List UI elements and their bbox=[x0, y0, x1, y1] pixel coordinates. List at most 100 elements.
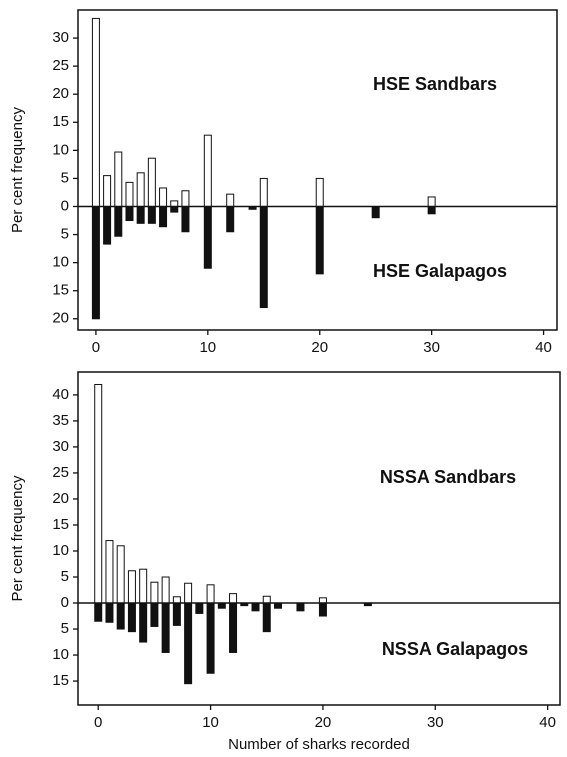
y-tick-label: 20 bbox=[52, 490, 69, 507]
series-label: HSE Sandbars bbox=[373, 74, 497, 94]
y-tick-label: 20 bbox=[52, 310, 69, 327]
y-tick-label: 35 bbox=[52, 412, 69, 429]
bar bbox=[159, 205, 168, 228]
x-tick-label: 20 bbox=[311, 339, 328, 356]
bar bbox=[91, 17, 100, 207]
bar bbox=[125, 181, 134, 207]
y-tick-label: 0 bbox=[61, 594, 69, 611]
y-tick-label: 20 bbox=[52, 85, 69, 102]
y-tick-label: 30 bbox=[52, 438, 69, 455]
y-tick-label: 10 bbox=[52, 646, 69, 663]
x-tick-label: 10 bbox=[202, 714, 219, 731]
bar bbox=[226, 205, 235, 233]
bar bbox=[181, 190, 190, 207]
series-label: NSSA Sandbars bbox=[380, 467, 516, 487]
bar bbox=[184, 582, 193, 604]
bar bbox=[315, 205, 324, 275]
series-label: NSSA Galapagos bbox=[382, 639, 528, 659]
bar bbox=[150, 581, 159, 604]
y-tick-label: 40 bbox=[52, 386, 69, 403]
bar bbox=[161, 602, 170, 653]
bar bbox=[114, 205, 123, 237]
bar bbox=[170, 200, 179, 207]
y-tick-label: 10 bbox=[52, 542, 69, 559]
y-tick-label: 10 bbox=[52, 254, 69, 271]
bar bbox=[262, 595, 271, 604]
bar bbox=[150, 602, 159, 627]
y-tick-label: 0 bbox=[61, 197, 69, 214]
y-tick-label: 25 bbox=[52, 57, 69, 74]
bar bbox=[127, 570, 136, 604]
bar bbox=[315, 177, 324, 207]
y-tick-label: 5 bbox=[61, 568, 69, 585]
bar bbox=[136, 172, 145, 207]
bar bbox=[262, 602, 271, 633]
bar bbox=[206, 602, 215, 674]
y-axis-label: Per cent frequency bbox=[9, 107, 26, 233]
bar bbox=[136, 205, 145, 224]
x-axis-label: Number of sharks recorded bbox=[228, 736, 410, 753]
y-tick-label: 15 bbox=[52, 516, 69, 533]
x-tick-label: 40 bbox=[539, 714, 556, 731]
bar bbox=[206, 584, 215, 604]
bar bbox=[125, 205, 134, 222]
bar bbox=[161, 576, 170, 604]
y-tick-label: 15 bbox=[52, 282, 69, 299]
bar bbox=[273, 602, 282, 609]
bar bbox=[139, 568, 148, 604]
x-tick-label: 10 bbox=[199, 339, 216, 356]
y-tick-label: 5 bbox=[61, 226, 69, 243]
bar bbox=[203, 205, 212, 269]
bar bbox=[217, 602, 226, 609]
bar bbox=[318, 602, 327, 617]
x-tick-label: 30 bbox=[423, 339, 440, 356]
plot-frame bbox=[77, 371, 561, 706]
bar bbox=[259, 177, 268, 207]
y-tick-label: 10 bbox=[52, 141, 69, 158]
bar bbox=[127, 602, 136, 633]
x-tick-label: 40 bbox=[535, 339, 552, 356]
bar bbox=[195, 602, 204, 614]
y-tick-label: 25 bbox=[52, 464, 69, 481]
bar bbox=[427, 196, 436, 207]
bar bbox=[427, 205, 436, 215]
bar bbox=[172, 596, 181, 604]
y-axis-label: Per cent frequency bbox=[9, 475, 26, 601]
bar bbox=[172, 602, 181, 626]
x-tick-label: 30 bbox=[427, 714, 444, 731]
bar bbox=[147, 205, 156, 224]
bar bbox=[229, 602, 238, 653]
x-tick-label: 0 bbox=[94, 714, 102, 731]
bar bbox=[91, 205, 100, 320]
bar bbox=[203, 134, 212, 207]
plot-frame bbox=[77, 9, 558, 331]
y-tick-label: 30 bbox=[52, 29, 69, 46]
y-tick-label: 5 bbox=[61, 620, 69, 637]
y-tick-label: 15 bbox=[52, 672, 69, 689]
x-tick-label: 0 bbox=[92, 339, 100, 356]
bar bbox=[170, 205, 179, 213]
bar bbox=[116, 545, 125, 604]
bar bbox=[159, 187, 168, 207]
bar bbox=[181, 205, 190, 233]
bar bbox=[94, 602, 103, 622]
bar bbox=[226, 193, 235, 207]
bar bbox=[229, 593, 238, 604]
bar bbox=[103, 175, 112, 207]
bar bbox=[184, 602, 193, 685]
bar bbox=[251, 602, 260, 612]
bar bbox=[296, 602, 305, 612]
bar bbox=[105, 540, 114, 604]
y-tick-label: 15 bbox=[52, 113, 69, 130]
bar bbox=[114, 151, 123, 207]
bar bbox=[139, 602, 148, 643]
bar bbox=[259, 205, 268, 309]
bar bbox=[94, 383, 103, 604]
bar bbox=[116, 602, 125, 630]
bar bbox=[103, 205, 112, 245]
bar bbox=[105, 602, 114, 623]
bar bbox=[318, 597, 327, 604]
bar bbox=[147, 157, 156, 207]
y-tick-label: 5 bbox=[61, 169, 69, 186]
